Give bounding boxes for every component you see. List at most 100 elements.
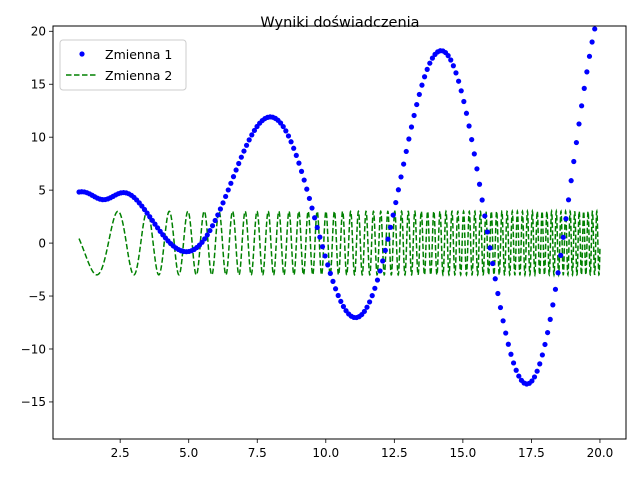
series-zmienna-1-point bbox=[429, 55, 436, 61]
series-zmienna-1-point bbox=[476, 181, 483, 187]
series-zmienna-1-point bbox=[466, 123, 472, 129]
series-zmienna-1-point bbox=[385, 236, 391, 242]
series-zmienna-1-point bbox=[233, 167, 239, 173]
series-zmienna-1-point bbox=[152, 221, 158, 227]
series-zmienna-1-point bbox=[571, 158, 577, 165]
series-zmienna-1-point bbox=[563, 216, 569, 222]
series-zmienna-1-point bbox=[558, 252, 564, 258]
series-zmienna-1-point bbox=[555, 270, 561, 276]
series-zmienna-1-point bbox=[374, 277, 381, 283]
series-zmienna-1-point bbox=[325, 262, 331, 268]
series-zmienna-1-point bbox=[306, 195, 312, 202]
series-zmienna-1-point bbox=[542, 341, 548, 348]
series-zmienna-1-point bbox=[403, 148, 409, 155]
series-zmienna-1-point bbox=[285, 133, 292, 139]
series-zmienna-1-point bbox=[531, 374, 538, 380]
series-zmienna-1-point bbox=[322, 253, 328, 259]
series-zmienna-1-point bbox=[309, 205, 315, 211]
y-tick-label: −10 bbox=[21, 342, 46, 356]
series-zmienna-1-point bbox=[243, 142, 250, 148]
series-zmienna-1-point bbox=[565, 197, 572, 203]
series-zmienna-1-point bbox=[424, 66, 430, 72]
series-zmienna-1-point bbox=[301, 177, 307, 183]
series-zmienna-1-point bbox=[568, 178, 574, 184]
series-zmienna-1-point bbox=[246, 137, 252, 143]
series-zmienna-1-point bbox=[207, 227, 213, 234]
series-zmienna-1-point bbox=[293, 152, 299, 159]
series-zmienna-1-point bbox=[416, 91, 422, 98]
legend-label-zmienna-1: Zmienna 1 bbox=[105, 47, 172, 62]
series-zmienna-1-point bbox=[552, 286, 559, 292]
series-zmienna-1-point bbox=[372, 285, 378, 291]
series-zmienna-1-point bbox=[508, 351, 514, 357]
series-zmienna-1-point bbox=[560, 234, 566, 240]
series-zmienna-1-point bbox=[335, 292, 341, 299]
series-zmienna-1-point bbox=[539, 352, 545, 358]
series-zmienna-1-point bbox=[251, 127, 258, 134]
series-zmienna-1-point bbox=[479, 197, 485, 203]
series-zmienna-1-point bbox=[421, 74, 428, 80]
series-layer bbox=[76, 26, 601, 387]
series-zmienna-2-line bbox=[78, 208, 601, 278]
series-zmienna-1-point bbox=[482, 213, 488, 219]
x-tick-label: 15.0 bbox=[450, 446, 477, 460]
x-tick-label: 7.5 bbox=[248, 446, 267, 460]
series-zmienna-1-point bbox=[503, 330, 509, 336]
y-tick-label: −15 bbox=[21, 395, 46, 409]
series-zmienna-1-point bbox=[209, 223, 216, 229]
series-zmienna-1-point bbox=[238, 154, 244, 160]
series-zmienna-1-point bbox=[513, 367, 519, 373]
series-zmienna-1-point bbox=[450, 63, 456, 69]
y-tick-label: 15 bbox=[31, 78, 46, 92]
series-zmienna-1-point bbox=[317, 234, 323, 240]
x-tick-label: 12.5 bbox=[381, 446, 408, 460]
x-tick-label: 20.0 bbox=[587, 446, 614, 460]
series-zmienna-1-point bbox=[327, 270, 333, 276]
series-zmienna-1-point bbox=[283, 128, 289, 134]
series-zmienna-1-point bbox=[361, 308, 367, 315]
series-zmienna-1-point bbox=[500, 318, 506, 324]
legend-marker-zmienna-1 bbox=[79, 51, 85, 57]
legend-label-zmienna-2: Zmienna 2 bbox=[105, 68, 172, 83]
series-zmienna-1-point bbox=[469, 136, 475, 143]
x-axis: 2.5 5.0 7.5 10.0 12.5 15.0 17.5 20.0 bbox=[111, 439, 614, 460]
series-zmienna-1-point bbox=[202, 236, 208, 242]
legend: Zmienna 1 Zmienna 2 bbox=[59, 39, 187, 91]
series-zmienna-1-point bbox=[534, 368, 540, 374]
y-tick-label: 20 bbox=[31, 25, 46, 39]
y-tick-label: 0 bbox=[38, 236, 46, 250]
series-zmienna-1-point bbox=[461, 98, 467, 105]
series-zmienna-1-point bbox=[516, 373, 522, 379]
series-zmienna-1-point bbox=[141, 206, 148, 213]
legend-box bbox=[59, 39, 187, 91]
x-tick-label: 5.0 bbox=[179, 446, 198, 460]
series-zmienna-1-point bbox=[314, 224, 320, 231]
series-zmienna-1-point bbox=[149, 217, 155, 224]
series-zmienna-1-point bbox=[144, 210, 150, 216]
series-zmienna-1-point bbox=[223, 193, 229, 200]
series-zmienna-1-point bbox=[387, 224, 394, 230]
series-zmienna-1-point bbox=[390, 212, 396, 218]
series-zmienna-1-point bbox=[492, 276, 498, 282]
series-zmienna-1-point bbox=[537, 361, 543, 367]
series-zmienna-1-point bbox=[398, 174, 404, 180]
series-zmienna-1-point bbox=[510, 360, 517, 366]
series-zmienna-1-point bbox=[458, 88, 464, 94]
series-zmienna-1-point bbox=[581, 85, 587, 91]
plot-frame bbox=[52, 25, 627, 440]
series-zmienna-1-point bbox=[427, 60, 433, 66]
series-zmienna-1-point bbox=[377, 268, 383, 274]
series-zmienna-1-point bbox=[592, 26, 598, 32]
series-zmienna-1-point bbox=[225, 187, 231, 193]
series-zmienna-1-point bbox=[453, 70, 459, 76]
series-zmienna-1-point bbox=[393, 199, 399, 206]
series-zmienna-1-point bbox=[236, 160, 242, 167]
series-zmienna-1-point bbox=[230, 174, 237, 180]
series-zmienna-1-point bbox=[547, 316, 553, 322]
series-zmienna-1-point bbox=[312, 215, 318, 221]
series-zmienna-1-point bbox=[484, 229, 490, 235]
series-zmienna-1-point bbox=[298, 168, 305, 174]
series-zmienna-1-point bbox=[408, 124, 415, 130]
series-zmienna-1-point bbox=[576, 121, 582, 127]
